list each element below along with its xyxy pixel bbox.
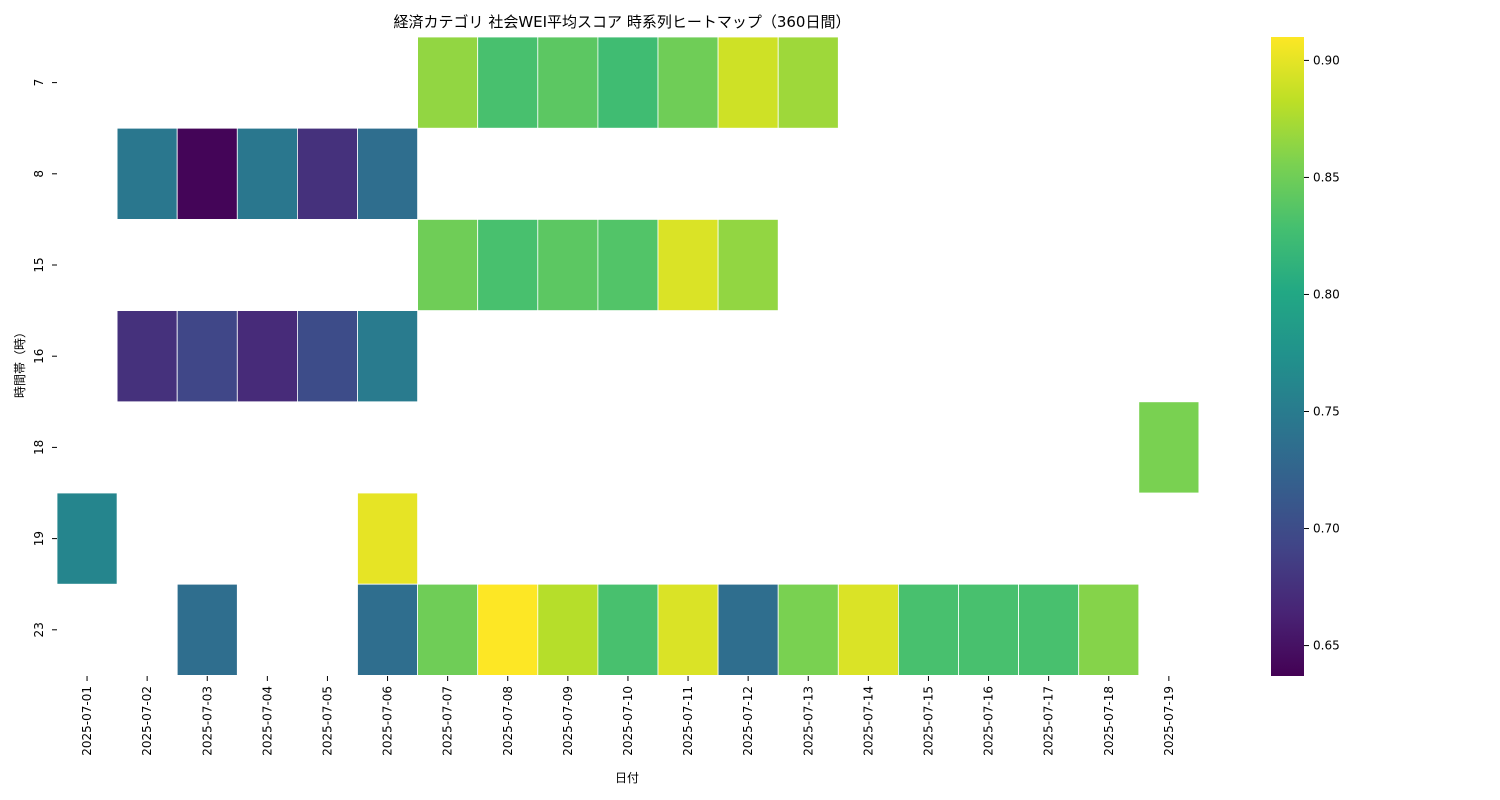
heatmap-cell	[116, 310, 178, 403]
x-tick-label: 2025-07-05	[320, 686, 334, 756]
heatmap-cell	[477, 36, 539, 129]
heatmap-cell	[717, 218, 779, 311]
colorbar-ticks: 0.65 0.70 0.75 0.80 0.85 0.90	[1304, 53, 1340, 653]
y-tick-label: 23	[32, 622, 46, 637]
heatmap-cell	[1078, 583, 1140, 676]
x-axis: 2025-07-01 2025-07-02 2025-07-03 2025-07-04…	[80, 676, 1176, 756]
heatmap-cell	[357, 127, 418, 220]
colorbar-tick-label: 0.75	[1313, 405, 1340, 419]
x-tick-label: 2025-07-04	[260, 686, 274, 756]
heatmap-cell	[958, 583, 1019, 676]
heatmap-cell	[657, 583, 719, 676]
x-tick-label: 2025-07-11	[681, 686, 695, 756]
x-tick-label: 2025-07-02	[140, 686, 154, 756]
heatmap-cell	[537, 583, 599, 676]
x-tick-label: 2025-07-01	[80, 686, 94, 756]
y-tick-label: 7	[32, 79, 46, 87]
heatmap-cell	[236, 127, 298, 220]
colorbar-tick-label: 0.65	[1313, 639, 1340, 653]
heatmap-cell	[717, 583, 779, 676]
y-tick-label: 16	[32, 349, 46, 364]
colorbar-tick-label: 0.85	[1313, 170, 1340, 184]
heatmap-cell	[597, 218, 659, 311]
heatmap-cell	[1138, 401, 1200, 494]
heatmap-cell	[357, 310, 418, 403]
colorbar-tick-label: 0.90	[1313, 53, 1340, 67]
heatmap-cell	[417, 218, 479, 311]
heatmap-cell	[898, 583, 959, 676]
heatmap-cell	[717, 36, 779, 129]
heatmap-cell	[176, 310, 238, 403]
heatmap-cell	[777, 36, 839, 129]
x-tick-label: 2025-07-19	[1162, 686, 1176, 756]
x-tick-label: 2025-07-15	[921, 686, 935, 756]
heatmap-cell	[56, 492, 118, 585]
x-tick-label: 2025-07-09	[561, 686, 575, 756]
heatmap-cell	[176, 583, 238, 676]
x-tick-label: 2025-07-17	[1042, 686, 1056, 756]
y-axis-label: 時間帯（時）	[13, 326, 27, 398]
heatmap-cell	[537, 218, 599, 311]
heatmap-cell	[236, 310, 298, 403]
heatmap-cell	[537, 36, 599, 129]
heatmap-cell	[176, 127, 238, 220]
colorbar-tick-label: 0.70	[1313, 522, 1340, 536]
heatmap-cell	[417, 583, 479, 676]
colorbar-tick-label: 0.80	[1313, 287, 1340, 301]
x-axis-label: 日付	[615, 771, 639, 785]
heatmap-cell	[417, 36, 479, 129]
heatmap-cell	[116, 127, 178, 220]
heatmap-cell	[837, 583, 899, 676]
x-tick-label: 2025-07-18	[1102, 686, 1116, 756]
colorbar	[1271, 37, 1304, 676]
x-tick-label: 2025-07-06	[381, 686, 395, 756]
heatmap-cell	[357, 583, 418, 676]
y-axis: 7 8 15 16 18 19 23	[32, 79, 57, 637]
heatmap-cell	[597, 583, 659, 676]
x-tick-label: 2025-07-13	[801, 686, 815, 756]
y-tick-label: 8	[32, 170, 46, 178]
heatmap-cell	[657, 36, 719, 129]
x-tick-label: 2025-07-12	[741, 686, 755, 756]
heatmap-cell	[357, 492, 418, 585]
heatmap-cells	[56, 36, 1200, 676]
y-tick-label: 19	[32, 531, 46, 546]
x-tick-label: 2025-07-10	[621, 686, 635, 756]
heatmap-cell	[597, 36, 659, 129]
heatmap-cell	[296, 127, 358, 220]
heatmap-cell	[657, 218, 719, 311]
heatmap-cell	[296, 310, 358, 403]
x-tick-label: 2025-07-16	[982, 686, 996, 756]
x-tick-label: 2025-07-14	[861, 686, 875, 756]
chart-title: 経済カテゴリ 社会WEI平均スコア 時系列ヒートマップ（360日間）	[394, 13, 851, 31]
heatmap-cell	[477, 583, 539, 676]
heatmap-cell	[1018, 583, 1080, 676]
y-tick-label: 15	[32, 257, 46, 272]
y-tick-label: 18	[32, 440, 46, 455]
x-tick-label: 2025-07-07	[441, 686, 455, 756]
x-tick-label: 2025-07-08	[501, 686, 515, 756]
heatmap-cell	[777, 583, 839, 676]
x-tick-label: 2025-07-03	[200, 686, 214, 756]
heatmap-cell	[477, 218, 539, 311]
